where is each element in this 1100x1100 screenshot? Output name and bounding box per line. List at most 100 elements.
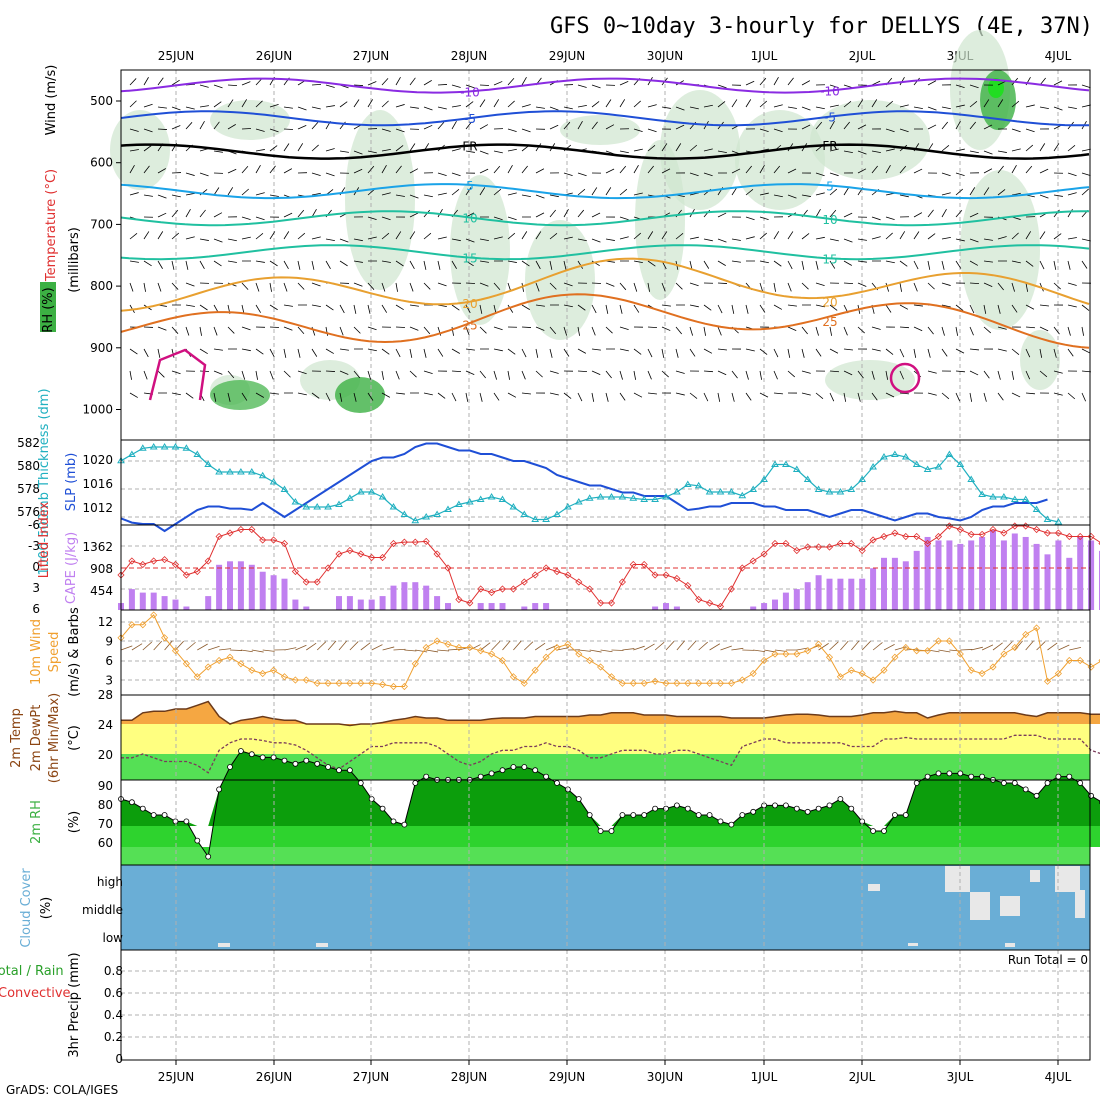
upper-wind-barb [843,212,853,218]
cape-bar-28 [423,585,430,610]
upper-wind-barb [563,260,567,270]
upper-wind-barb [899,104,909,108]
cape-bar-65 [826,578,833,610]
isotherm-label--10-0: -10 [460,85,480,99]
upper-wind-barb [843,101,852,108]
upper-wind-barb [577,326,580,336]
cape-bar-1 [128,589,135,610]
upper-wind-barb [969,212,979,218]
upper-wind-barb [241,370,246,380]
rh-marker-49 [652,805,658,812]
wind-barb-64 [818,643,829,651]
li-marker-40 [553,567,561,576]
upper-wind-barb [913,348,917,358]
upper-wind-barb [549,392,559,396]
rh-marker-57 [739,812,746,818]
upper-wind-barb [493,188,502,196]
upper-wind-barb [675,143,682,152]
wind-marker-56 [727,679,735,687]
thickness-marker-33 [476,495,485,502]
upper-wind-barb [675,233,684,240]
upper-wind-barb [955,104,965,108]
wind-barb-21 [349,641,359,651]
upper-wind-barb [801,233,810,240]
upper-wind-barb [787,282,792,292]
upper-wind-barb [955,209,963,218]
cape-bar-76 [946,540,953,610]
upper-wind-barb [787,194,797,199]
wind-barb-42 [578,649,591,652]
upper-wind-barb [213,101,222,108]
upper-wind-barb [997,392,1004,401]
li-marker-31 [455,595,463,604]
upper-wind-barb [773,392,783,395]
upper-wind-barb [717,212,727,218]
wind-marker-89 [1087,663,1095,671]
isotherm-label-10-0: 10 [462,211,477,225]
cape-bar-9 [216,564,223,610]
isotherm-20 [120,257,1090,312]
upper-wind-barb [465,260,474,267]
cape-bar-87 [1066,557,1073,610]
upper-wind-barb [801,370,811,374]
upper-wind-barb [157,326,167,331]
upper-wind-barb [815,192,825,196]
upper-wind-barb [395,77,401,86]
rh-shade-2 [450,175,510,325]
wind-marker-87 [1065,656,1073,665]
rh-marker-4 [161,812,168,818]
rh-marker-72 [902,812,909,818]
upper-wind-barb [899,260,908,267]
temp-axis-label-1: 2m Temp [9,708,24,768]
upper-wind-barb [437,392,446,399]
upper-wind-barb [213,84,223,89]
slp-axis-label: SLP (mb) [64,453,79,512]
upper-wind-barb [829,188,838,196]
wind-tick-6: 6 [105,654,113,668]
thickness-marker-57 [738,491,747,499]
wind-marker-37 [520,679,528,687]
wind-barb-4 [164,640,173,651]
upper-wind-barb [927,80,937,86]
upper-wind-barb [703,172,713,177]
thickness-marker-36 [509,503,518,510]
upper-wind-barb [311,236,321,240]
upper-wind-barb [493,99,500,108]
upper-wind-barb [717,84,727,89]
upper-wind-barb [745,216,755,221]
upper-wind-barb [815,326,819,336]
upper-wind-barb [759,282,764,292]
thickness-marker-35 [498,495,507,502]
upper-wind-barb [395,145,404,152]
upper-wind-barb [997,165,1004,174]
upper-wind-barb [255,128,265,132]
upper-wind-barb [1067,145,1076,152]
upper-wind-barb [1053,326,1060,335]
upper-wind-barb [549,326,557,335]
upper-wind-barb [213,260,222,267]
upper-wind-barb [997,99,1004,108]
upper-wind-barb [143,194,153,197]
rh-marker-55 [717,818,724,825]
upper-wind-barb [647,326,658,328]
thickness-marker-82 [1010,495,1019,502]
precip-frame [120,949,1091,1061]
upper-wind-barb [325,148,335,152]
cape-bar-51 [673,606,680,610]
upper-wind-barb [283,260,289,269]
upper-wind-barb [1025,348,1031,358]
thickness-marker-55 [716,488,725,495]
thickness-marker-8 [204,460,213,467]
upper-wind-barb [871,348,881,352]
wind-marker-34 [488,650,496,658]
upper-wind-barb [367,392,374,401]
upper-wind-barb [479,392,483,402]
thickness-tick-576: 576 [17,505,40,519]
li-marker-5 [171,560,180,569]
li-marker-30 [444,564,452,572]
cape-bar-23 [368,599,375,610]
upper-wind-barb [843,370,853,376]
li-marker-86 [1054,529,1062,537]
upper-wind-barb [451,238,461,242]
